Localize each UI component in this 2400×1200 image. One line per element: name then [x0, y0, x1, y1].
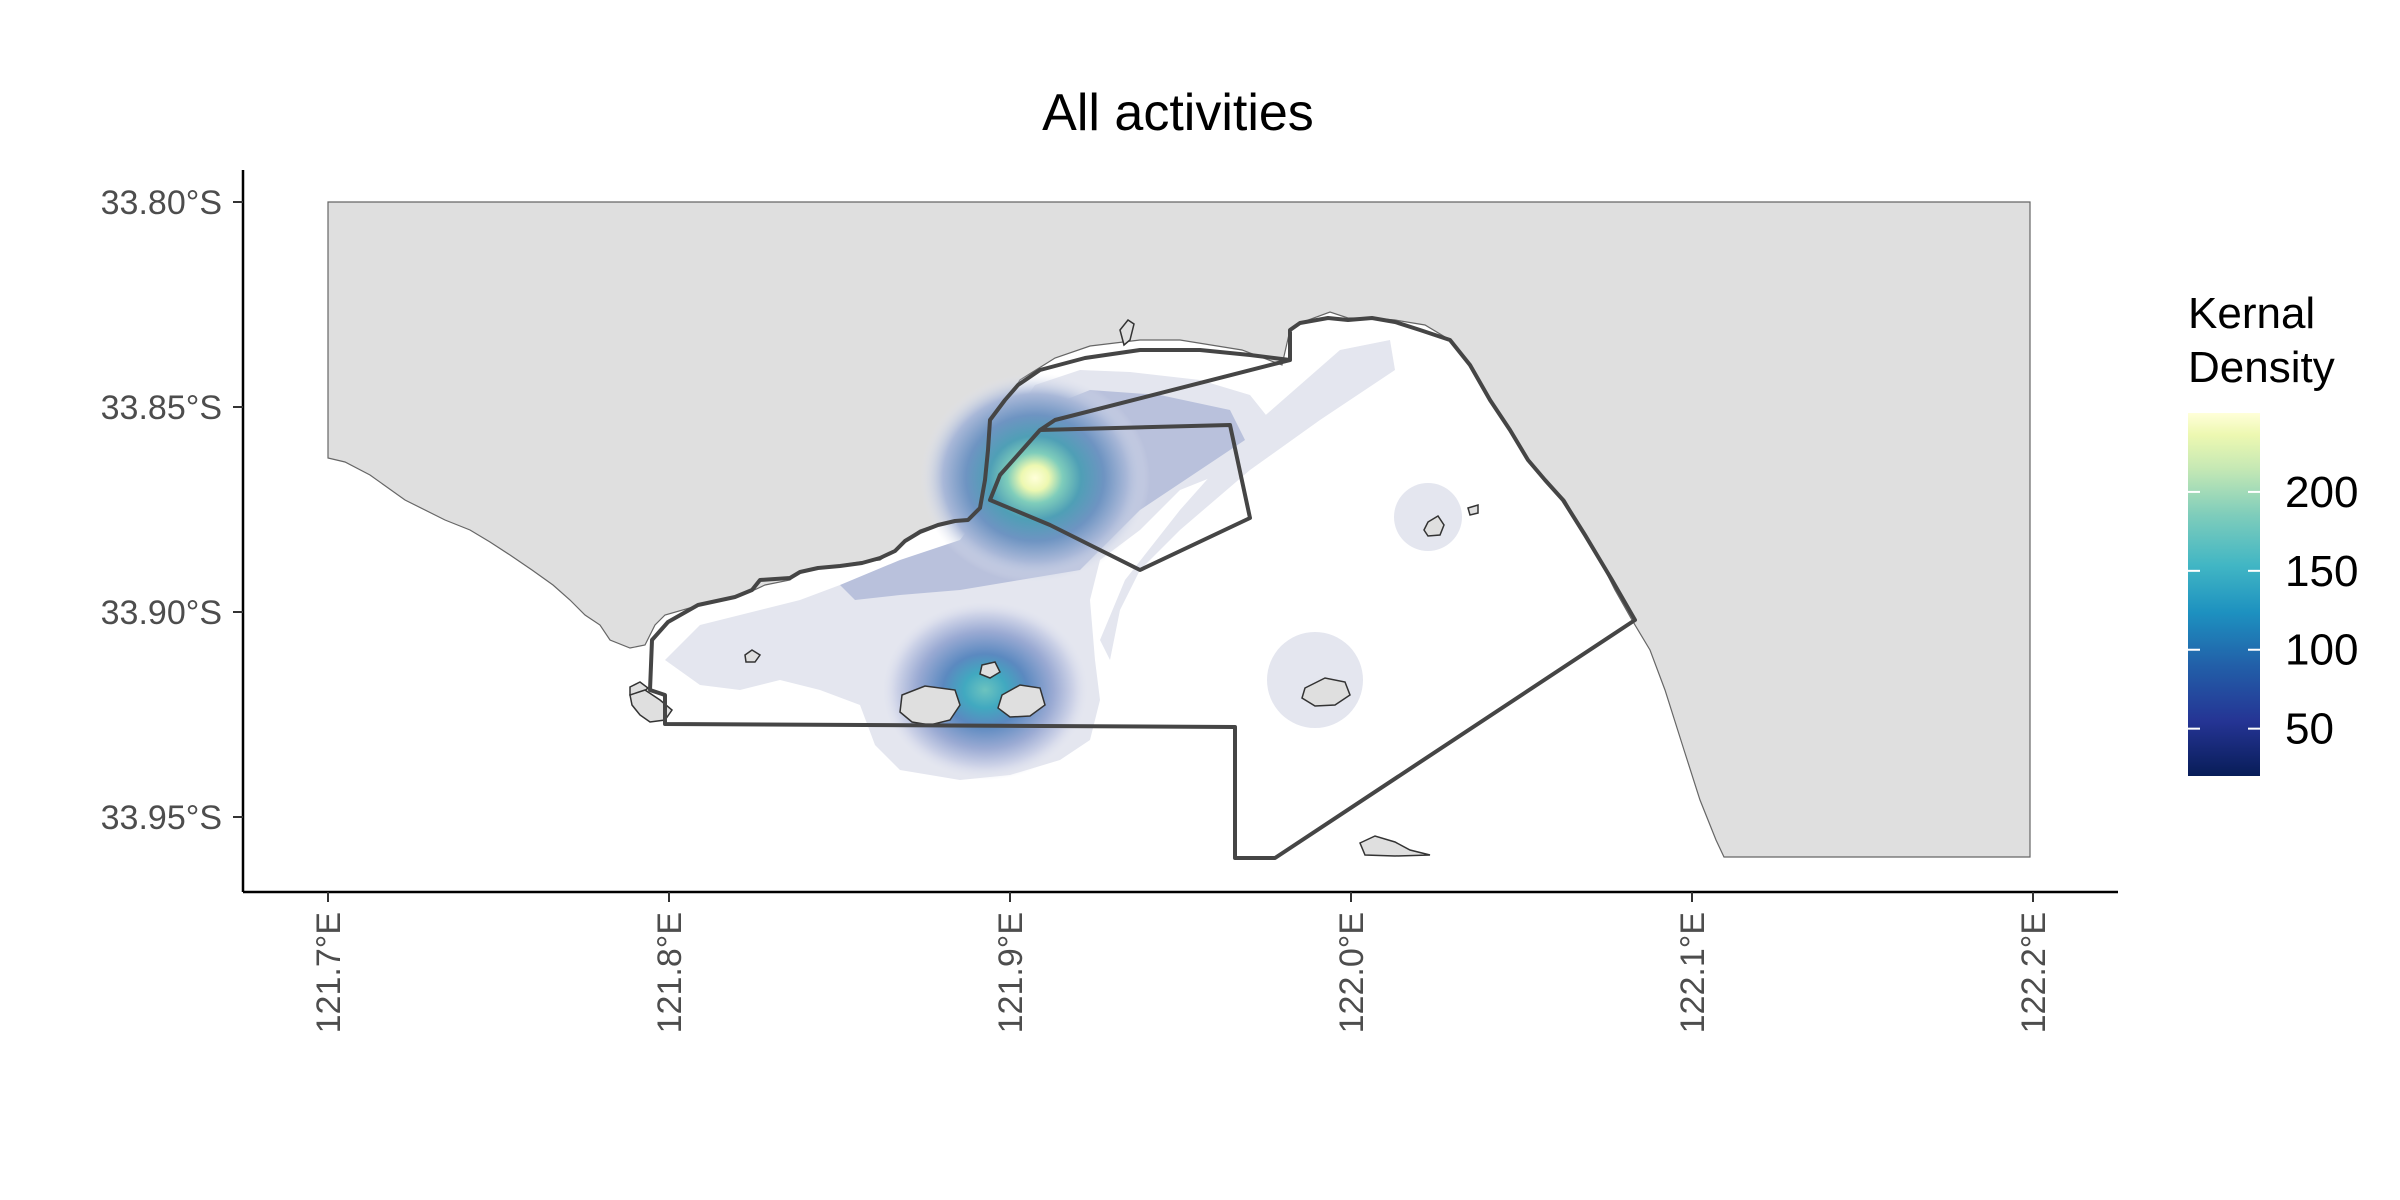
island	[997, 684, 1046, 718]
density-streak	[1100, 340, 1395, 660]
x-axis-ticks: 121.7°E 121.8°E 121.9°E 122.0°E 122.1°E 122.2…	[310, 892, 2053, 1033]
boundary	[648, 316, 1637, 860]
y-tick-label: 33.80°S	[101, 184, 222, 222]
island	[1423, 514, 1445, 537]
y-tick-label: 33.90°S	[101, 594, 222, 632]
x-tick-label: 122.2°E	[2015, 912, 2053, 1033]
y-tick-label: 33.95°S	[101, 799, 222, 837]
legend-tick-label: 100	[2285, 626, 2358, 675]
density-hotspot-south	[880, 600, 1090, 780]
legend-tick-label: 150	[2285, 547, 2358, 596]
island	[979, 661, 1001, 679]
island	[1301, 677, 1351, 707]
chart-title: All activities	[1042, 84, 1314, 142]
x-tick-label: 121.9°E	[992, 912, 1030, 1033]
x-tick-label: 122.1°E	[1674, 912, 1712, 1033]
legend-colorbar	[2188, 413, 2260, 776]
y-axis-ticks: 33.80°S 33.85°S 33.90°S 33.95°S	[101, 184, 243, 837]
island	[899, 685, 961, 726]
x-tick-label: 122.0°E	[1333, 912, 1371, 1033]
outer-boundary	[648, 316, 1637, 860]
density-layer	[665, 340, 1462, 780]
density-hotspot-north	[920, 373, 1150, 583]
x-tick-label: 121.7°E	[310, 912, 348, 1033]
zone-boundary	[988, 358, 1291, 572]
legend-ticks: 50 100 150 200	[2188, 468, 2358, 754]
island	[744, 649, 762, 663]
legend-title-line2: Density	[2188, 343, 2335, 392]
legend-tick-label: 50	[2285, 705, 2334, 754]
island	[1467, 503, 1479, 516]
density-blob-east	[1394, 483, 1462, 551]
legend-tick-label: 200	[2285, 468, 2358, 517]
y-tick-label: 33.85°S	[101, 389, 222, 427]
x-tick-label: 121.8°E	[651, 912, 689, 1033]
legend-title-line1: Kernal	[2188, 289, 2315, 338]
islands	[629, 318, 1479, 857]
legend: Kernal Density 50 100 150 200	[2188, 289, 2358, 776]
island	[1359, 835, 1431, 857]
island	[1119, 318, 1135, 347]
density-blob-southeast	[1267, 632, 1363, 728]
